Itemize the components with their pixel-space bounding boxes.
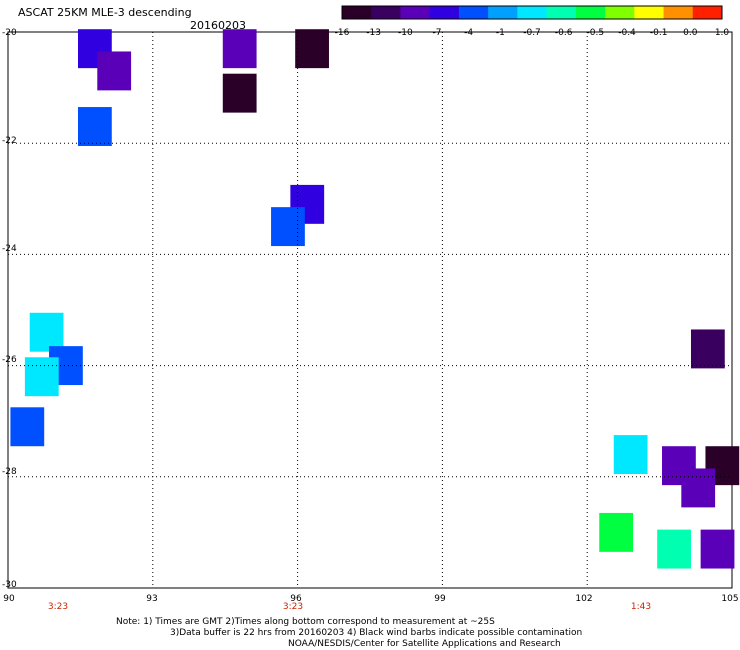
colorbar-segment: [634, 6, 665, 19]
x-tick-label: 90: [3, 594, 15, 604]
data-cell: [700, 529, 735, 569]
data-cell: [29, 312, 64, 352]
y-tick-label: -20: [2, 28, 17, 38]
colorbar-segment: [546, 6, 577, 19]
colorbar: [341, 5, 723, 20]
colorbar-segment: [458, 6, 489, 19]
data-cell: [613, 435, 648, 475]
y-tick-label: -28: [2, 467, 17, 477]
grid-lines: [8, 32, 732, 588]
colorbar-label: -0.6: [554, 28, 573, 38]
data-cell: [295, 29, 329, 69]
colorbar-segment: [517, 6, 548, 19]
colorbar-segment: [429, 6, 460, 19]
x-tick-label: 93: [146, 594, 158, 604]
data-cell: [599, 512, 634, 552]
colorbar-label: -10: [397, 28, 413, 38]
data-cell: [690, 329, 725, 369]
y-tick-label: -30: [2, 580, 17, 590]
colorbar-segment: [488, 6, 518, 19]
colorbar-label: -0.7: [523, 28, 541, 38]
time-label: 3:23: [282, 602, 304, 612]
colorbar-segment: [371, 6, 401, 19]
data-cell: [681, 468, 716, 508]
map-title: ASCAT 25KM MLE-3 descending: [18, 6, 192, 19]
colorbar-label: -1: [495, 28, 505, 38]
time-label: 3:23: [47, 602, 69, 612]
data-cell: [77, 107, 112, 146]
colorbar-frame: [341, 5, 723, 20]
data-cell: [24, 357, 59, 397]
data-cell: [222, 73, 257, 113]
colorbar-segment: [663, 6, 694, 19]
colorbar-label: -16: [334, 28, 350, 38]
colorbar-label: -4: [464, 28, 474, 38]
x-tick-label: 105: [721, 594, 739, 604]
data-cell: [97, 51, 132, 91]
data-cell: [657, 529, 691, 569]
x-tick-label: 102: [575, 594, 593, 604]
colorbar-label: 1.0: [714, 28, 730, 38]
note-line-2: 3)Data buffer is 22 hrs from 20160203 4)…: [170, 628, 583, 638]
colorbar-label: -0.5: [586, 28, 605, 38]
y-tick-label: -26: [2, 355, 17, 365]
colorbar-label: -7: [432, 28, 442, 38]
time-label: 1:43: [630, 602, 652, 612]
colorbar-segment: [575, 6, 606, 19]
colorbar-label: -0.1: [649, 28, 668, 38]
colorbar-segment: [342, 6, 372, 19]
x-tick-label: 99: [434, 594, 446, 604]
colorbar-segment: [692, 6, 723, 19]
plot-frame: [7, 31, 733, 589]
colorbar-segment: [605, 6, 635, 19]
colorbar-segment: [400, 6, 431, 19]
note-line-3: NOAA/NESDIS/Center for Satellite Applica…: [288, 639, 561, 649]
note-line-1: Note: 1) Times are GMT 2)Times along bot…: [116, 617, 495, 627]
colorbar-label: 0.0: [683, 28, 698, 38]
data-cell: [271, 207, 305, 247]
data-cell: [222, 29, 257, 69]
data-cells: [10, 29, 740, 569]
x-tick-label: 96: [290, 594, 302, 604]
y-tick-label: -22: [2, 136, 17, 146]
colorbar-label: -13: [366, 28, 382, 38]
y-tick-label: -24: [2, 244, 17, 254]
colorbar-label: -0.4: [618, 28, 636, 38]
map-date: 20160203: [190, 19, 246, 32]
data-cell: [10, 407, 45, 447]
